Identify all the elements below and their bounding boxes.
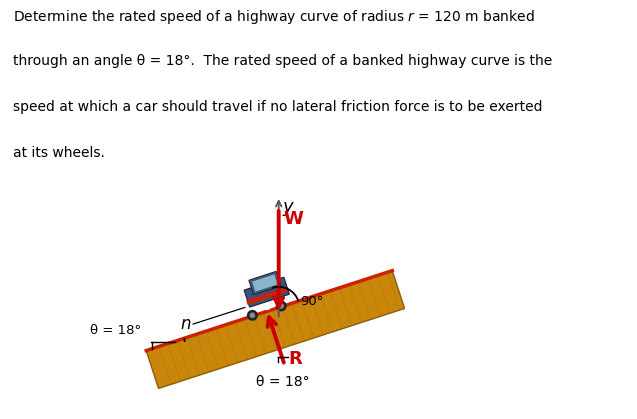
Text: Determine the rated speed of a highway curve of radius $r$ = 120 m banked: Determine the rated speed of a highway c… xyxy=(13,8,534,26)
Text: 90°: 90° xyxy=(301,295,324,308)
Circle shape xyxy=(248,310,257,320)
Text: R: R xyxy=(289,350,303,368)
Text: y: y xyxy=(283,198,293,216)
Text: n: n xyxy=(181,315,191,333)
Circle shape xyxy=(279,304,283,308)
Text: W: W xyxy=(283,210,303,228)
Circle shape xyxy=(250,313,255,318)
Text: θ = 18°: θ = 18° xyxy=(90,324,141,337)
Circle shape xyxy=(276,301,286,311)
Text: through an angle θ = 18°.  The rated speed of a banked highway curve is the: through an angle θ = 18°. The rated spee… xyxy=(13,54,552,68)
Text: θ = 18°: θ = 18° xyxy=(256,375,310,389)
Text: speed at which a car should travel if no lateral friction force is to be exerted: speed at which a car should travel if no… xyxy=(13,100,542,114)
Polygon shape xyxy=(244,277,289,307)
Polygon shape xyxy=(249,272,281,295)
Text: at its wheels.: at its wheels. xyxy=(13,147,104,160)
Polygon shape xyxy=(246,287,287,305)
Polygon shape xyxy=(147,271,404,388)
Polygon shape xyxy=(252,274,278,292)
